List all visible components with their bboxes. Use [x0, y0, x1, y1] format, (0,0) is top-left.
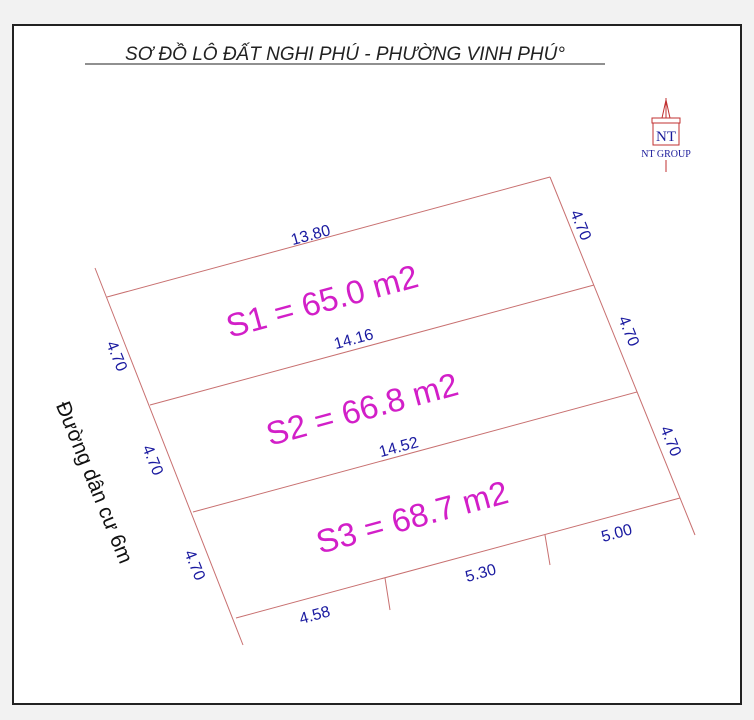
- diagram-title: SƠ ĐỒ LÔ ĐẤT NGHI PHÚ - PHƯỜNG VINH PHÚ°: [125, 43, 565, 65]
- dim-s1-s2: 14.16: [332, 326, 375, 353]
- left-edge-line: [94, 267, 244, 646]
- dim-bottom-3: 5.00: [600, 521, 635, 546]
- bottom-boundary: [235, 497, 681, 619]
- lot-boundaries: [94, 176, 696, 646]
- dim-right-1: 4.70: [566, 208, 593, 243]
- bottom-divider-1: [384, 577, 391, 611]
- right-edge-line: [549, 176, 696, 536]
- s2-s3-boundary: [192, 391, 638, 513]
- dim-right-3: 4.70: [656, 424, 683, 459]
- lot-s3-area: S3 = 68.7 m2: [312, 473, 512, 560]
- dim-left-3: 4.70: [180, 548, 207, 583]
- road-label: Đường dân cư 6m: [51, 398, 137, 567]
- lot-s1-area: S1 = 65.0 m2: [222, 257, 422, 344]
- dim-right-2: 4.70: [614, 314, 641, 349]
- drawing-sheet: [12, 24, 742, 705]
- logo-mark: NT: [656, 129, 676, 145]
- s1-s2-boundary: [149, 284, 595, 406]
- nt-group-logo: NT NT GROUP: [641, 98, 691, 172]
- dim-s2-s3: 14.52: [377, 434, 420, 461]
- dim-left-1: 4.70: [102, 339, 129, 374]
- dim-top: 13.80: [289, 222, 332, 249]
- lot-s2-area: S2 = 66.8 m2: [262, 365, 462, 452]
- logo-name: NT GROUP: [641, 149, 691, 160]
- top-boundary: [106, 176, 551, 298]
- dim-bottom-1: 4.58: [298, 603, 333, 628]
- dim-bottom-2: 5.30: [464, 561, 499, 586]
- bottom-divider-2: [544, 534, 551, 566]
- dim-left-2: 4.70: [138, 443, 165, 478]
